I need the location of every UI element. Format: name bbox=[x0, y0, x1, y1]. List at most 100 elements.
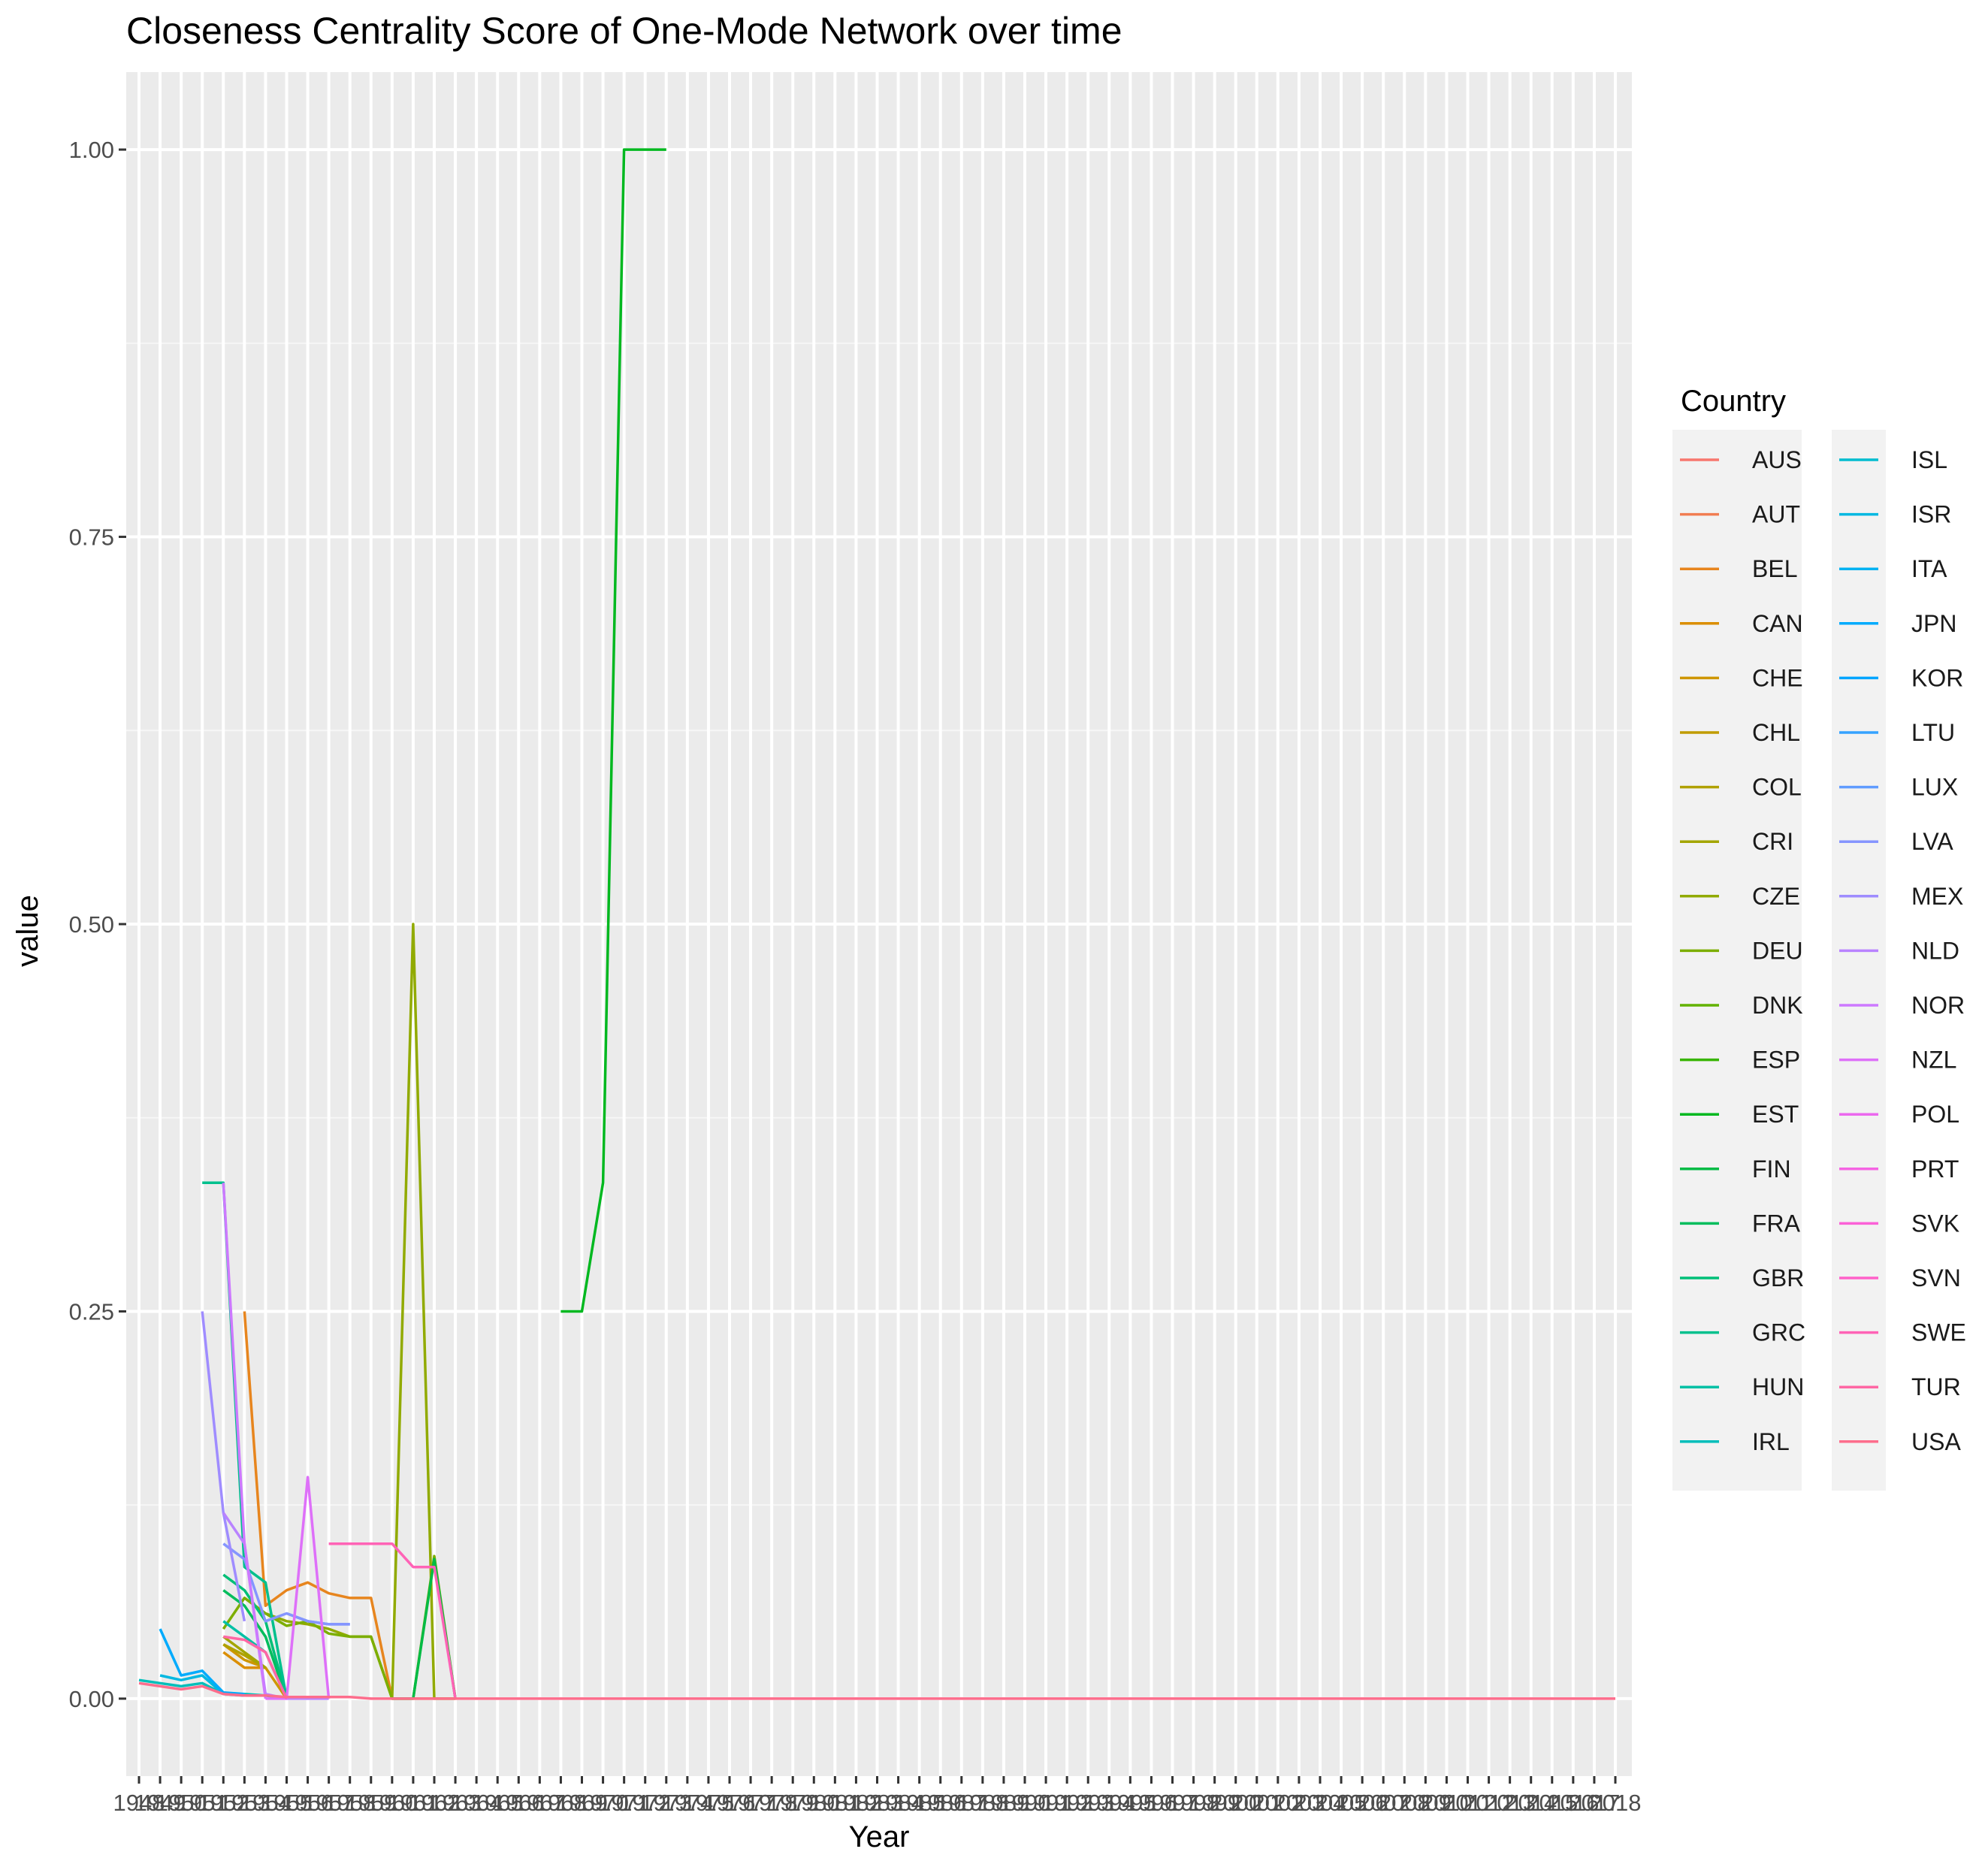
legend-label-chl: CHL bbox=[1752, 719, 1800, 746]
x-tick-label: 1953 bbox=[219, 1790, 270, 1816]
x-tick-label: 2000 bbox=[1210, 1790, 1261, 1816]
legend-label-grc: GRC bbox=[1752, 1319, 1805, 1346]
legend-label-deu: DEU bbox=[1752, 937, 1803, 964]
x-tick-label: 1979 bbox=[767, 1790, 819, 1816]
x-tick-label: 1975 bbox=[682, 1790, 734, 1816]
legend-label-ltu: LTU bbox=[1911, 719, 1955, 746]
series-lines bbox=[138, 148, 1615, 1700]
y-tick-label: 0.25 bbox=[69, 1298, 114, 1325]
x-tick-label: 1997 bbox=[1147, 1790, 1198, 1816]
legend-label-ita: ITA bbox=[1911, 555, 1947, 582]
x-tick-label: 1959 bbox=[345, 1790, 397, 1816]
x-tick-label: 1981 bbox=[809, 1790, 861, 1816]
series-line-usa bbox=[138, 1681, 1615, 1700]
x-tick-label: 1999 bbox=[1189, 1790, 1240, 1816]
x-tick-label: 2011 bbox=[1443, 1790, 1493, 1816]
x-tick-label: 1980 bbox=[788, 1790, 840, 1816]
y-tick-label: 0.75 bbox=[69, 524, 114, 551]
legend-label-bel: BEL bbox=[1752, 555, 1797, 582]
x-tick-label: 2001 bbox=[1231, 1790, 1283, 1816]
legend-label-fin: FIN bbox=[1752, 1156, 1791, 1183]
x-tick-label: 1958 bbox=[324, 1790, 376, 1816]
series-line-tur bbox=[223, 1635, 289, 1699]
x-tick-label: 1969 bbox=[556, 1790, 608, 1816]
x-tick-label: 1966 bbox=[493, 1790, 545, 1816]
legend-label-col: COL bbox=[1752, 774, 1802, 801]
x-tick-label: 1976 bbox=[704, 1790, 756, 1816]
x-tick-label: 1988 bbox=[956, 1790, 1008, 1816]
x-tick-label: 1950 bbox=[156, 1790, 207, 1816]
y-tick-label: 1.00 bbox=[69, 137, 114, 163]
legend-label-prt: PRT bbox=[1911, 1156, 1959, 1183]
x-tick-label: 1984 bbox=[872, 1790, 924, 1816]
x-tick-label: 1954 bbox=[240, 1790, 292, 1816]
legend-label-isl: ISL bbox=[1911, 446, 1947, 473]
legend-label-cze: CZE bbox=[1752, 883, 1800, 910]
legend-label-dnk: DNK bbox=[1752, 992, 1803, 1019]
series-line-jpn bbox=[159, 1628, 245, 1696]
x-tick-label: 1992 bbox=[1041, 1790, 1093, 1816]
x-tick-label: 1993 bbox=[1062, 1790, 1114, 1816]
legend-label-nld: NLD bbox=[1911, 937, 1959, 964]
x-tick-label: 1967 bbox=[514, 1790, 566, 1816]
x-tick-label: 2018 bbox=[1590, 1790, 1642, 1816]
x-tick-label: 2008 bbox=[1379, 1790, 1431, 1816]
x-tick-label: 1960 bbox=[366, 1790, 418, 1816]
x-tick-label: 1952 bbox=[198, 1790, 249, 1816]
y-tick-label: 0.00 bbox=[69, 1686, 114, 1712]
legend-label-hun: HUN bbox=[1752, 1373, 1804, 1400]
x-tick-label: 2017 bbox=[1568, 1790, 1620, 1816]
x-tick-label: 1964 bbox=[451, 1790, 503, 1816]
x-tick-label: 2007 bbox=[1358, 1790, 1409, 1816]
x-tick-label: 1948 bbox=[113, 1790, 165, 1816]
legend-label-lux: LUX bbox=[1911, 774, 1958, 801]
legend-label-gbr: GBR bbox=[1752, 1264, 1804, 1292]
x-tick-label: 1987 bbox=[935, 1790, 987, 1816]
x-tick-label: 1991 bbox=[1020, 1790, 1072, 1816]
series-line-grc bbox=[202, 1181, 289, 1699]
x-tick-label: 2013 bbox=[1484, 1790, 1536, 1816]
legend-label-lva: LVA bbox=[1911, 828, 1953, 855]
x-tick-label: 1955 bbox=[261, 1790, 313, 1816]
legend: Country AUS AUT BEL CAN CHE CHL COL CRI CZE DEU DN… bbox=[1672, 385, 1966, 1491]
y-axis-title: value bbox=[11, 895, 44, 967]
series-line-cri bbox=[222, 1635, 267, 1669]
minor-gridlines bbox=[126, 342, 1632, 1506]
x-tick-label: 2016 bbox=[1547, 1790, 1599, 1816]
x-tick-label: 2005 bbox=[1316, 1790, 1367, 1816]
x-tick-label: 2015 bbox=[1526, 1790, 1578, 1816]
series-line-lva bbox=[222, 1542, 350, 1626]
y-tick-label: 0.50 bbox=[69, 911, 114, 938]
x-tick-label: 2003 bbox=[1273, 1790, 1325, 1816]
x-tick-label: 1957 bbox=[303, 1790, 355, 1816]
x-tick-label: 1989 bbox=[977, 1790, 1029, 1816]
x-tick-label: 1970 bbox=[577, 1790, 629, 1816]
x-tick-label: 2002 bbox=[1252, 1790, 1304, 1816]
legend-label-fra: FRA bbox=[1752, 1210, 1801, 1237]
x-tick-label: 1962 bbox=[409, 1790, 461, 1816]
x-tick-label: 1951 bbox=[177, 1790, 228, 1816]
legend-label-svk: SVK bbox=[1911, 1210, 1959, 1237]
x-axis-title: Year bbox=[849, 1820, 910, 1853]
x-tick-label: 2012 bbox=[1463, 1790, 1515, 1816]
x-tick-label: 1972 bbox=[619, 1790, 671, 1816]
legend-label-nzl: NZL bbox=[1911, 1047, 1956, 1074]
x-tick-label: 1978 bbox=[746, 1790, 798, 1816]
legend-label-aut: AUT bbox=[1752, 501, 1800, 528]
legend-label-svn: SVN bbox=[1911, 1264, 1961, 1292]
legend-key-column bbox=[1832, 430, 1886, 1491]
legend-label-che: CHE bbox=[1752, 664, 1803, 691]
x-tick-label: 1949 bbox=[134, 1790, 186, 1816]
x-tick-label: 2004 bbox=[1295, 1790, 1346, 1816]
x-tick-label: 1974 bbox=[661, 1790, 713, 1816]
legend-label-jpn: JPN bbox=[1911, 610, 1956, 637]
series-line-che bbox=[222, 1643, 288, 1699]
x-tick-label: 1995 bbox=[1104, 1790, 1156, 1816]
x-tick-label: 2009 bbox=[1400, 1790, 1452, 1816]
x-tick-label: 2006 bbox=[1337, 1790, 1388, 1816]
series-line-can bbox=[222, 1651, 266, 1669]
legend-label-esp: ESP bbox=[1752, 1047, 1800, 1074]
legend-label-usa: USA bbox=[1911, 1428, 1961, 1455]
legend-label-cri: CRI bbox=[1752, 828, 1793, 855]
x-tick-label: 1961 bbox=[387, 1790, 439, 1816]
